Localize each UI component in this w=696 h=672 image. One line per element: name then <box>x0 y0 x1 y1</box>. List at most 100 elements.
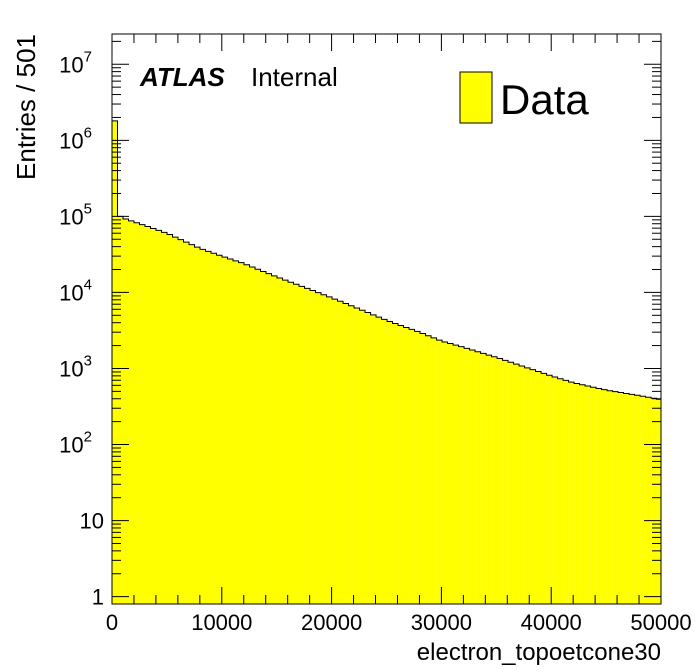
histogram-bin <box>392 323 399 604</box>
histogram-bin <box>134 222 140 604</box>
histogram-bin <box>337 301 344 604</box>
histogram-bin <box>315 292 322 604</box>
histogram-bin <box>150 228 157 605</box>
histogram-bin <box>359 310 366 604</box>
histogram-bin <box>519 365 525 604</box>
histogram-bin <box>178 239 184 604</box>
histogram-bin <box>260 271 267 604</box>
histogram-bin <box>524 367 531 604</box>
histogram-bin <box>480 353 487 604</box>
histogram-bin <box>618 392 624 604</box>
histogram-bin <box>541 373 547 604</box>
histogram-bin <box>167 234 173 605</box>
histogram-bin <box>491 356 498 604</box>
histogram-bin <box>282 280 289 604</box>
histogram-bin <box>403 327 410 604</box>
histogram-bin <box>161 232 168 604</box>
x-tick-label: 50000 <box>630 610 691 635</box>
y-tick-label: 107 <box>59 48 92 77</box>
histogram-bin <box>381 319 388 604</box>
histogram-bin <box>634 395 641 604</box>
histogram-bin <box>574 383 580 604</box>
histogram-bin <box>513 364 520 604</box>
histogram-bin <box>343 303 349 604</box>
histogram-bin <box>530 369 536 604</box>
histogram-bin <box>497 358 503 604</box>
x-tick-label: 0 <box>106 610 118 635</box>
histogram-bin <box>387 321 393 604</box>
y-tick-label: 1 <box>92 585 104 610</box>
axis-ticks <box>111 34 662 604</box>
histogram-bin <box>502 360 509 604</box>
histogram-bin <box>172 237 179 604</box>
histogram-bin <box>266 273 272 604</box>
histogram-bin <box>233 260 239 604</box>
histogram-bin <box>123 218 129 605</box>
histogram-bin <box>139 224 145 604</box>
y-tick-label: 105 <box>59 200 92 229</box>
histogram-bin <box>645 397 652 604</box>
histogram-bin <box>156 230 162 604</box>
histogram-bin <box>579 384 586 604</box>
histogram-bin <box>194 247 201 604</box>
legend-swatch-data <box>459 71 493 124</box>
histogram-bin <box>442 341 448 604</box>
x-tick-label: 30000 <box>411 610 472 635</box>
histogram-bin <box>205 251 212 604</box>
atlas-label: ATLAS Internal <box>139 62 338 92</box>
histogram-bin <box>420 333 426 604</box>
y-tick-label: 10 <box>80 509 104 534</box>
histogram-bin <box>651 398 657 604</box>
histogram-bin <box>409 329 415 604</box>
histogram-bin <box>189 244 195 604</box>
histogram-bin <box>244 264 250 604</box>
plot-frame <box>111 33 662 605</box>
histogram-bin <box>216 255 223 605</box>
histogram-bin <box>425 335 432 604</box>
histogram-bin <box>112 120 118 605</box>
histogram-bin <box>271 275 278 604</box>
histogram-bin <box>293 284 300 604</box>
histogram-bin <box>255 269 261 604</box>
axis-labels: 0 10000 20000 30000 40000 50000 1 10 102 103 104 10… <box>59 48 691 635</box>
histogram-bin <box>249 266 256 604</box>
histogram-bin <box>117 216 123 604</box>
histogram-bin <box>563 380 569 604</box>
histogram-bin <box>656 399 661 604</box>
y-tick-label: 103 <box>59 352 92 381</box>
histogram-bin <box>222 257 228 604</box>
histogram-bin <box>376 317 382 604</box>
histogram-bin <box>414 331 421 604</box>
histogram-bin <box>321 294 327 604</box>
histogram-bin <box>557 378 564 604</box>
histogram-bin <box>288 282 294 604</box>
histogram-bin <box>596 388 602 604</box>
histogram-bin <box>370 314 377 604</box>
histogram-bin <box>128 220 134 604</box>
histogram-bin <box>145 226 151 605</box>
histogram-bin <box>469 350 476 604</box>
histogram-bin <box>431 337 437 604</box>
histogram-bin <box>354 307 360 604</box>
histogram-bin <box>436 340 443 604</box>
histogram-bin <box>535 371 542 604</box>
histogram-bin <box>447 343 454 604</box>
y-tick-label: 106 <box>59 124 92 153</box>
histogram-bin <box>508 362 514 604</box>
y-tick-label: 102 <box>59 429 92 458</box>
histogram-bin <box>607 390 613 604</box>
x-tick-label: 20000 <box>301 610 362 635</box>
legend-label-data: Data <box>500 76 589 123</box>
histogram-bin <box>310 290 316 604</box>
histogram-bin <box>227 258 234 604</box>
histogram-bin <box>590 387 597 604</box>
histogram-bin <box>552 376 558 604</box>
atlas-bold-text: ATLAS <box>139 62 225 92</box>
y-tick-label: 104 <box>59 276 92 305</box>
y-axis-title: Entries / 501 <box>11 34 41 180</box>
histogram-bin <box>546 375 553 604</box>
histogram-bin <box>238 262 245 604</box>
histogram-bin <box>183 242 190 605</box>
histogram-bin <box>211 253 217 604</box>
